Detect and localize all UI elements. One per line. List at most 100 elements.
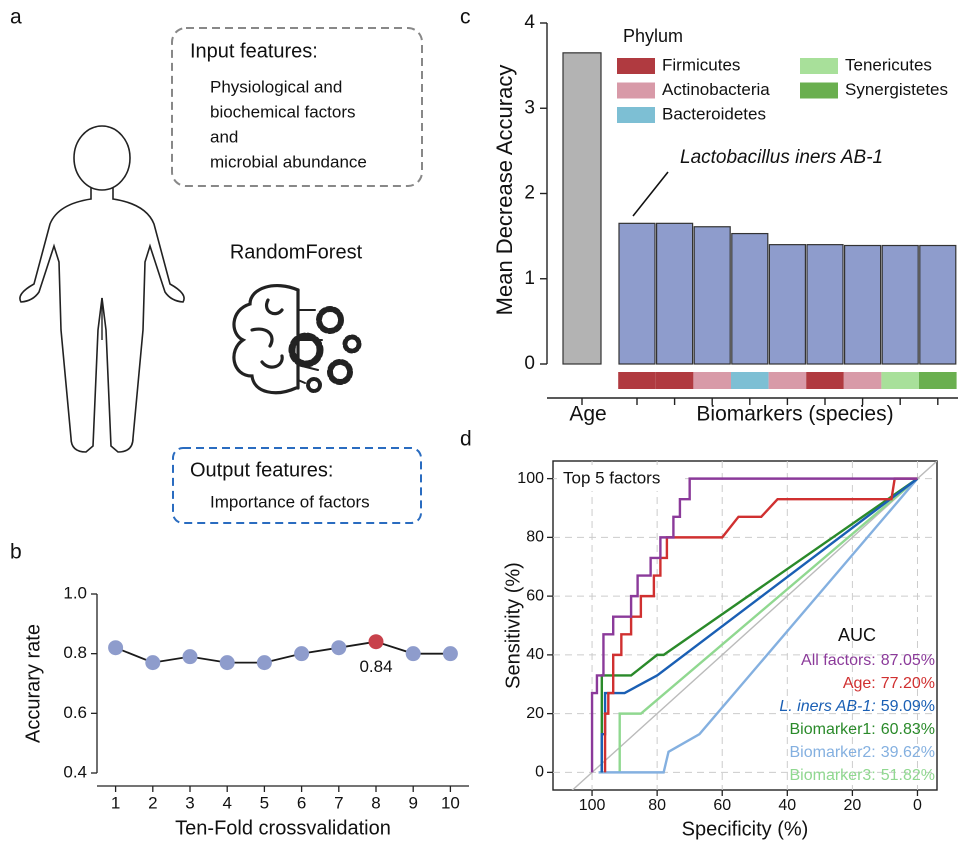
y-axis-label: Sensitivity (%) <box>502 562 524 689</box>
y-tick-label: 0 <box>535 764 544 781</box>
legend-title: AUC <box>838 625 876 645</box>
legend-swatch <box>617 58 655 74</box>
legend-entry: All factors: 87.05% <box>801 652 935 669</box>
panel-label: b <box>10 541 22 564</box>
legend-entry: L. iners AB-1: 59.09% <box>779 698 935 715</box>
y-tick-label: 0.4 <box>63 762 87 781</box>
x-tick-label: 5 <box>260 793 269 812</box>
x-tick-label: 3 <box>185 793 194 812</box>
y-tick-label: 0.8 <box>63 643 87 662</box>
y-tick-label: 20 <box>526 705 544 722</box>
x-tick-label: 10 <box>441 793 460 812</box>
legend-auc: 59.09% <box>881 698 935 715</box>
legend-swatch <box>617 107 655 123</box>
y-axis-label: Accurary rate <box>22 624 44 743</box>
model-name: RandomForest <box>230 241 363 263</box>
y-tick-label: 0.6 <box>63 703 87 722</box>
legend-swatch <box>800 58 838 74</box>
x-tick-label: 7 <box>334 793 343 812</box>
bar <box>693 226 731 365</box>
reference-line <box>571 461 937 790</box>
legend-name: L. iners AB-1: <box>779 698 875 715</box>
plot-area <box>571 461 937 790</box>
panel-label: d <box>460 428 472 451</box>
roc-line <box>603 477 918 773</box>
x-tick-label: 60 <box>713 797 731 814</box>
bar <box>655 222 694 365</box>
y-tick-label: 40 <box>526 646 544 663</box>
roc-line <box>598 477 919 774</box>
gear <box>342 334 362 354</box>
x-tick-label: 80 <box>648 797 666 814</box>
group-label: Biomarkers (species) <box>696 403 893 426</box>
x-tick-label: 100 <box>579 797 606 814</box>
point <box>182 649 198 665</box>
legend-label: Synergistetes <box>845 80 948 99</box>
line <box>115 640 451 664</box>
legend-auc: 51.82% <box>881 767 935 784</box>
brain-curl <box>250 327 274 348</box>
legend-swatch <box>800 82 838 99</box>
legend-name: Biomarker2: <box>789 744 875 761</box>
input-line: and <box>210 127 238 146</box>
x-tick-label: 0 <box>913 797 922 814</box>
y-tick-label: 2 <box>524 183 535 204</box>
gear <box>306 377 322 393</box>
roc-line <box>618 477 919 773</box>
point <box>256 655 272 671</box>
x-tick-label: 40 <box>778 797 796 814</box>
brain-curl <box>260 354 284 369</box>
x-axis-label: Specificity (%) <box>682 818 809 840</box>
x-tick-label: 6 <box>297 793 306 812</box>
y-tick-label: 4 <box>524 12 535 33</box>
phylum-strip <box>731 372 769 389</box>
bar <box>731 232 769 365</box>
bar <box>919 244 957 365</box>
input-box <box>171 27 423 187</box>
legend-label: Tenericutes <box>845 55 932 74</box>
point <box>368 634 384 650</box>
input-title: Input features: <box>190 40 318 62</box>
y-axis-label: Mean Decrease Accuracy <box>492 65 517 316</box>
point <box>108 640 124 656</box>
annotation-line <box>632 171 669 217</box>
human-head <box>73 125 131 191</box>
bar <box>618 222 656 365</box>
y-tick-label: 80 <box>526 529 544 546</box>
annotation: Lactobacillus iners AB-1 <box>680 147 883 168</box>
phylum-strip <box>655 372 694 389</box>
point <box>331 640 347 656</box>
legend-entry: Biomarker3: 51.82% <box>789 767 935 784</box>
point <box>145 655 161 671</box>
legend-entry: Biomarker1: 60.83% <box>789 721 935 738</box>
bar <box>806 244 844 365</box>
brain-icon <box>232 284 362 395</box>
bar <box>768 244 807 365</box>
legend-auc: 87.05% <box>881 652 935 669</box>
phylum-strip <box>693 372 731 389</box>
phylum-strip <box>618 372 656 389</box>
roc-line <box>600 477 919 773</box>
plot-title: Top 5 factors <box>563 468 660 487</box>
gear <box>327 359 353 385</box>
y-tick-label: 3 <box>524 97 535 118</box>
legend-auc: 77.20% <box>881 675 935 692</box>
brain-outline <box>232 284 300 395</box>
legend-label: Bacteroidetes <box>662 104 766 123</box>
point <box>405 646 421 662</box>
x-tick-label: 1 <box>111 793 120 812</box>
y-tick-label: 100 <box>517 470 544 487</box>
phylum-strip <box>843 372 882 389</box>
gear <box>316 306 344 334</box>
x-tick-label: 4 <box>222 793 231 812</box>
legend-name: Age: <box>843 675 876 692</box>
roc-line <box>590 477 918 773</box>
value-label: 0.84 <box>359 657 392 676</box>
plot-frame <box>552 460 938 791</box>
y-tick-label: 60 <box>526 587 544 604</box>
panel-label: a <box>10 6 22 29</box>
legend-name: Biomarker3: <box>789 767 875 784</box>
gear <box>288 332 324 368</box>
phylum-strip <box>919 372 957 389</box>
